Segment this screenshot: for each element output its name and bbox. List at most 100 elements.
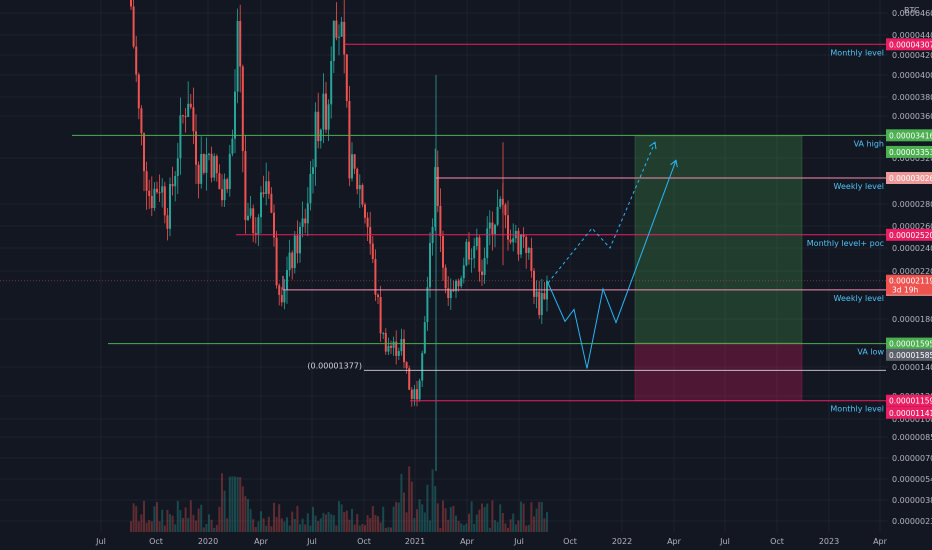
volume-bar	[543, 518, 546, 532]
volume-bar	[348, 519, 351, 532]
volume-bar	[392, 506, 395, 532]
volume-bar	[205, 523, 208, 532]
candle-body	[301, 218, 304, 227]
candle-body	[293, 235, 296, 269]
candle-body	[215, 156, 218, 174]
candle-body	[249, 208, 252, 216]
volume-bar	[312, 506, 314, 532]
candle-body	[239, 21, 242, 67]
candle-body	[377, 294, 379, 297]
candle-body	[150, 195, 153, 209]
time-tick-label: Oct	[770, 537, 784, 546]
candle-body	[231, 138, 234, 154]
level-label: Weekly level	[834, 294, 884, 303]
candle-body	[423, 322, 426, 354]
candle-body	[335, 20, 338, 38]
candle-body	[470, 258, 473, 260]
price-tick-label: 0.00002200	[892, 267, 932, 276]
time-tick-label: 2022	[612, 537, 632, 546]
grid	[0, 0, 888, 532]
volume-bar	[257, 521, 260, 532]
candle-body	[260, 192, 262, 218]
price-tag-text: 0.00002520	[889, 231, 932, 240]
volume-bar	[176, 500, 179, 532]
volume-bar	[455, 515, 457, 532]
volume-bar	[319, 518, 322, 532]
volume-bar	[473, 523, 476, 532]
volume-bar	[481, 503, 483, 532]
volume-bar	[189, 500, 192, 532]
volume-bar	[132, 503, 135, 532]
volume-bar	[293, 519, 296, 532]
volume-bar	[161, 509, 164, 532]
volume-bar	[241, 486, 244, 532]
price-tags: 0.00004307 0.00003416 0.00003353 0.00003026…	[886, 38, 932, 419]
candle-body	[429, 243, 431, 288]
candle-body	[486, 228, 489, 259]
volume-bar	[457, 520, 460, 532]
volume-bar	[184, 507, 187, 532]
volume-bars	[130, 466, 548, 532]
volume-bar	[145, 522, 148, 532]
volume-bar	[208, 514, 210, 532]
volume-bar	[486, 503, 489, 532]
volume-bar	[390, 527, 392, 532]
candle-body	[278, 285, 281, 295]
candle-body	[306, 203, 309, 224]
candle-body	[234, 91, 236, 139]
candle-body	[403, 338, 405, 363]
candle-body	[145, 171, 148, 191]
candle-body	[273, 212, 275, 238]
volume-bar	[278, 504, 281, 532]
price-tick-label: 0.00000700	[892, 454, 932, 463]
candle-body	[496, 206, 499, 225]
volume-bar	[335, 525, 338, 532]
candle-body	[397, 351, 400, 356]
volume-bar	[254, 527, 257, 532]
volume-bar	[384, 527, 387, 532]
candle-body	[405, 362, 408, 369]
volume-bar	[501, 513, 504, 532]
candle-body	[509, 239, 512, 243]
candle-body	[444, 267, 447, 289]
volume-bar	[195, 520, 197, 532]
volume-bar	[174, 524, 177, 532]
volume-bar	[239, 477, 242, 532]
volume-bar	[213, 527, 216, 532]
candle-body	[299, 226, 301, 254]
candle-body	[148, 190, 151, 196]
volume-bar	[351, 508, 353, 532]
volume-bar	[197, 508, 200, 532]
volume-bar	[200, 504, 203, 532]
volume-bar	[192, 514, 195, 532]
candle-body	[533, 270, 535, 297]
volume-bar	[447, 519, 450, 532]
candle-body	[442, 236, 444, 268]
candle-body	[221, 189, 223, 201]
volume-bar	[397, 502, 400, 532]
price-axis: BTC 0.00004600 0.00004400 0.00004200 0.0000…	[892, 6, 932, 526]
candle-body	[218, 173, 221, 190]
candle-body	[283, 289, 286, 303]
volume-bar	[533, 516, 535, 532]
candle-body	[478, 237, 481, 272]
candle-body	[390, 345, 392, 348]
candle-body	[392, 341, 395, 348]
volume-bar	[314, 515, 317, 532]
candle-body	[382, 333, 385, 335]
volume-bar	[148, 520, 151, 532]
candle-body	[418, 380, 421, 400]
time-tick-label: Apr	[667, 537, 682, 546]
volume-bar	[460, 523, 463, 532]
volume-bar	[150, 521, 153, 532]
volume-bar	[291, 511, 294, 532]
price-tag	[886, 145, 932, 158]
volume-bar	[517, 520, 520, 532]
price-tick-label: 0.00001400	[892, 363, 932, 372]
profit-zone	[634, 135, 803, 344]
candle-body	[465, 241, 468, 266]
candle-body	[275, 237, 278, 286]
candle-body	[156, 188, 158, 193]
candle-body	[143, 133, 145, 172]
